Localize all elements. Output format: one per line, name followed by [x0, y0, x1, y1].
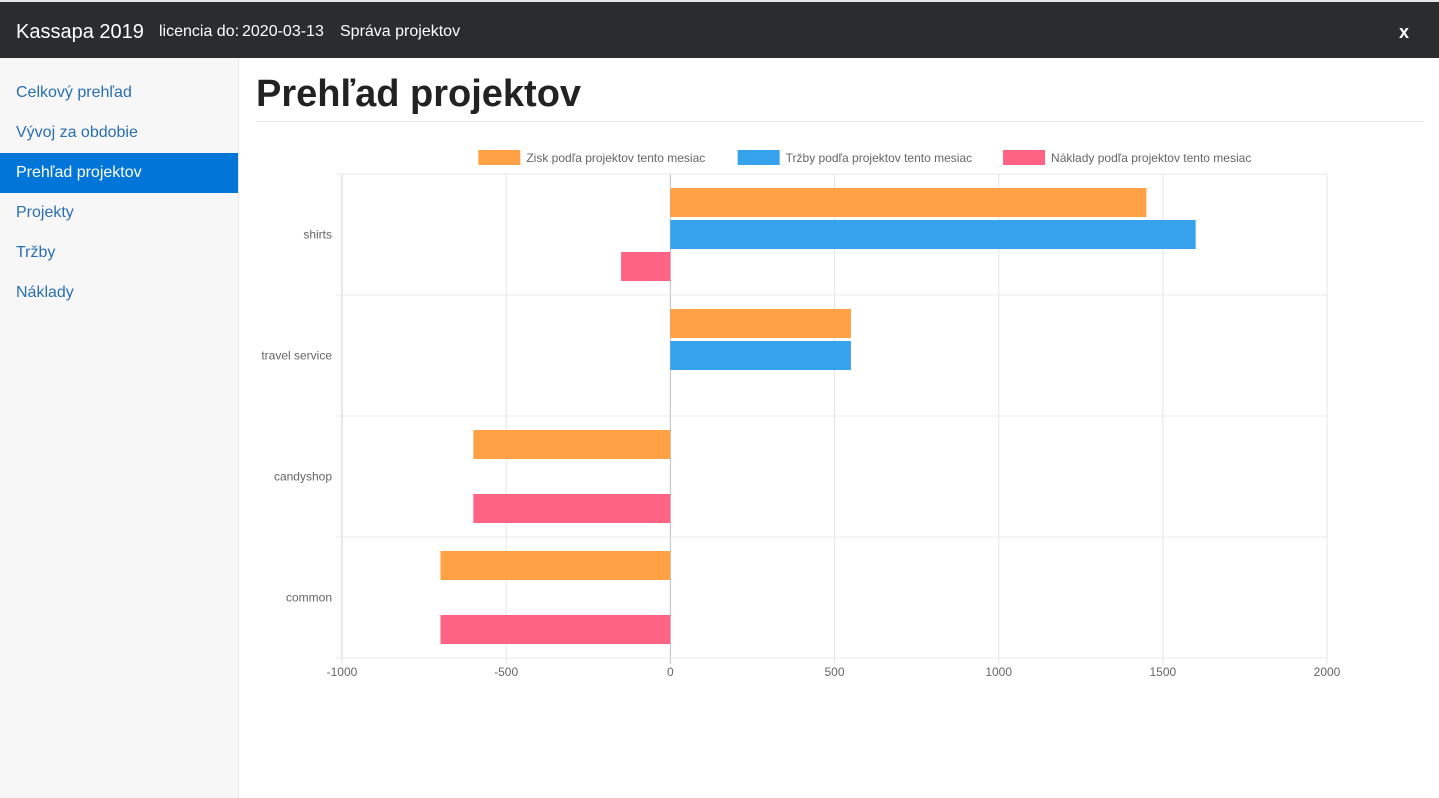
- sidebar: Celkový prehľad Vývoj za obdobie Prehľad…: [0, 58, 239, 798]
- legend-label-2: Náklady podľa projektov tento mesiac: [1051, 151, 1251, 165]
- page-title: Prehľad projektov: [256, 58, 1424, 122]
- license-date: 2020-03-13: [242, 23, 324, 40]
- bar-common-2: [440, 615, 671, 644]
- chart-container: -1000 -500 0 500 1000 1500 2000 shirts travel se…: [256, 58, 1424, 798]
- top-navbar: Kassapa 2019 licencia do: 2020-03-13 Spr…: [0, 0, 1439, 58]
- license-label: licencia do:: [159, 23, 240, 40]
- legend-swatch-2: [1003, 150, 1046, 165]
- y-category-label: shirts: [303, 228, 332, 242]
- bar-candyshop-0: [473, 430, 671, 459]
- x-tick-label: -500: [494, 665, 518, 679]
- bar-shirts-0: [670, 188, 1147, 217]
- legend-label-1: Tržby podľa projektov tento mesiac: [786, 151, 972, 165]
- legend-label-0: Zisk podľa projektov tento mesiac: [526, 151, 705, 165]
- main-content: -1000 -500 0 500 1000 1500 2000 shirts travel se…: [256, 58, 1424, 798]
- sidebar-item-projects-overview[interactable]: Prehľad projektov: [0, 153, 238, 193]
- bar-candyshop-2: [473, 494, 671, 523]
- x-tick-label: 1500: [1149, 665, 1176, 679]
- y-category-label: candyshop: [274, 470, 332, 484]
- x-tick-label: 1000: [985, 665, 1012, 679]
- bar-common-0: [440, 551, 671, 580]
- y-category-label: travel service: [261, 349, 332, 363]
- legend-swatch-1: [737, 150, 780, 165]
- sidebar-item-period-trend[interactable]: Vývoj za obdobie: [16, 124, 138, 141]
- x-tick-label: 0: [667, 665, 674, 679]
- sidebar-item-costs[interactable]: Náklady: [16, 284, 74, 301]
- sidebar-item-projects[interactable]: Projekty: [16, 204, 74, 221]
- x-tick-label: 500: [824, 665, 844, 679]
- bar-shirts-2: [621, 252, 671, 281]
- project-management-link[interactable]: Správa projektov: [340, 23, 461, 40]
- y-category-label: common: [286, 591, 332, 605]
- sidebar-item-revenue[interactable]: Tržby: [16, 244, 56, 261]
- sidebar-item-overview[interactable]: Celkový prehľad: [16, 84, 132, 101]
- bar-travel-service-0: [670, 309, 851, 338]
- close-button[interactable]: x: [1398, 22, 1409, 42]
- bar-shirts-1: [670, 220, 1196, 249]
- x-tick-label: -1000: [327, 665, 358, 679]
- x-tick-label: 2000: [1314, 665, 1341, 679]
- bar-travel-service-1: [670, 341, 851, 370]
- projects-bar-chart: -1000 -500 0 500 1000 1500 2000 shirts travel se…: [261, 150, 1341, 679]
- app-title[interactable]: Kassapa 2019: [16, 21, 144, 43]
- legend-swatch-0: [478, 150, 521, 165]
- sidebar-nav: Celkový prehľad Vývoj za obdobie Prehľad…: [0, 58, 238, 313]
